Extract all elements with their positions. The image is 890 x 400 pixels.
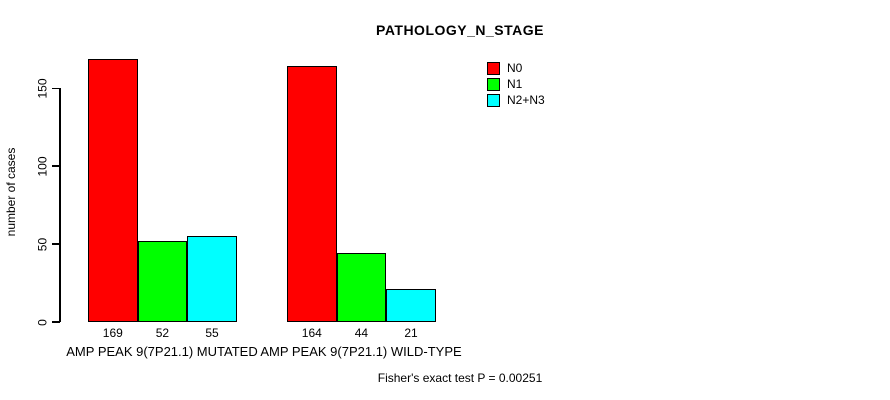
x-category-label-wild-type: AMP PEAK 9(7P21.1) WILD-TYPE bbox=[260, 344, 462, 359]
y-axis-tick-label: 150 bbox=[35, 78, 50, 99]
legend-item-n0: N0 bbox=[487, 60, 545, 76]
legend-label-n2n3: N2+N3 bbox=[507, 92, 545, 107]
bar-n0-wild-type bbox=[287, 66, 337, 322]
bar-value-label: 169 bbox=[102, 326, 123, 340]
legend-item-n1: N1 bbox=[487, 76, 545, 92]
y-axis-line bbox=[59, 88, 61, 322]
y-axis-tick bbox=[52, 243, 60, 245]
bar-value-label: 55 bbox=[205, 326, 219, 340]
legend-swatch-n2n3 bbox=[487, 93, 500, 107]
y-axis-tick-label: 50 bbox=[35, 237, 50, 251]
legend-swatch-n1 bbox=[487, 77, 500, 91]
bar-value-label: 164 bbox=[301, 326, 322, 340]
x-category-label-mutated: AMP PEAK 9(7P21.1) MUTATED bbox=[66, 344, 258, 359]
stat-annotation: Fisher's exact test P = 0.00251 bbox=[377, 371, 543, 385]
bar-value-label: 21 bbox=[404, 326, 418, 340]
bar-value-label: 44 bbox=[354, 326, 369, 340]
y-axis-tick bbox=[52, 165, 60, 167]
y-axis-tick-label: 100 bbox=[35, 156, 50, 177]
bar-n1-mutated bbox=[137, 240, 188, 322]
chart-title: PATHOLOGY_N_STAGE bbox=[376, 22, 544, 38]
bar-n1-wild-type bbox=[336, 253, 387, 322]
y-axis-tick-label: 0 bbox=[35, 318, 50, 326]
legend-label-n0: N0 bbox=[507, 60, 523, 75]
legend-item-n2n3: N2+N3 bbox=[487, 92, 545, 108]
bar-n0-mutated bbox=[88, 58, 138, 322]
bar-n2n3-mutated bbox=[187, 236, 237, 322]
legend: N0 N1 N2+N3 bbox=[487, 60, 545, 108]
bar-n2n3-wild-type bbox=[386, 289, 436, 322]
y-axis-tick bbox=[52, 87, 60, 90]
y-axis-tick bbox=[52, 321, 60, 323]
bar-value-label: 52 bbox=[155, 326, 170, 340]
legend-label-n1: N1 bbox=[507, 76, 523, 91]
legend-swatch-n0 bbox=[487, 61, 500, 75]
